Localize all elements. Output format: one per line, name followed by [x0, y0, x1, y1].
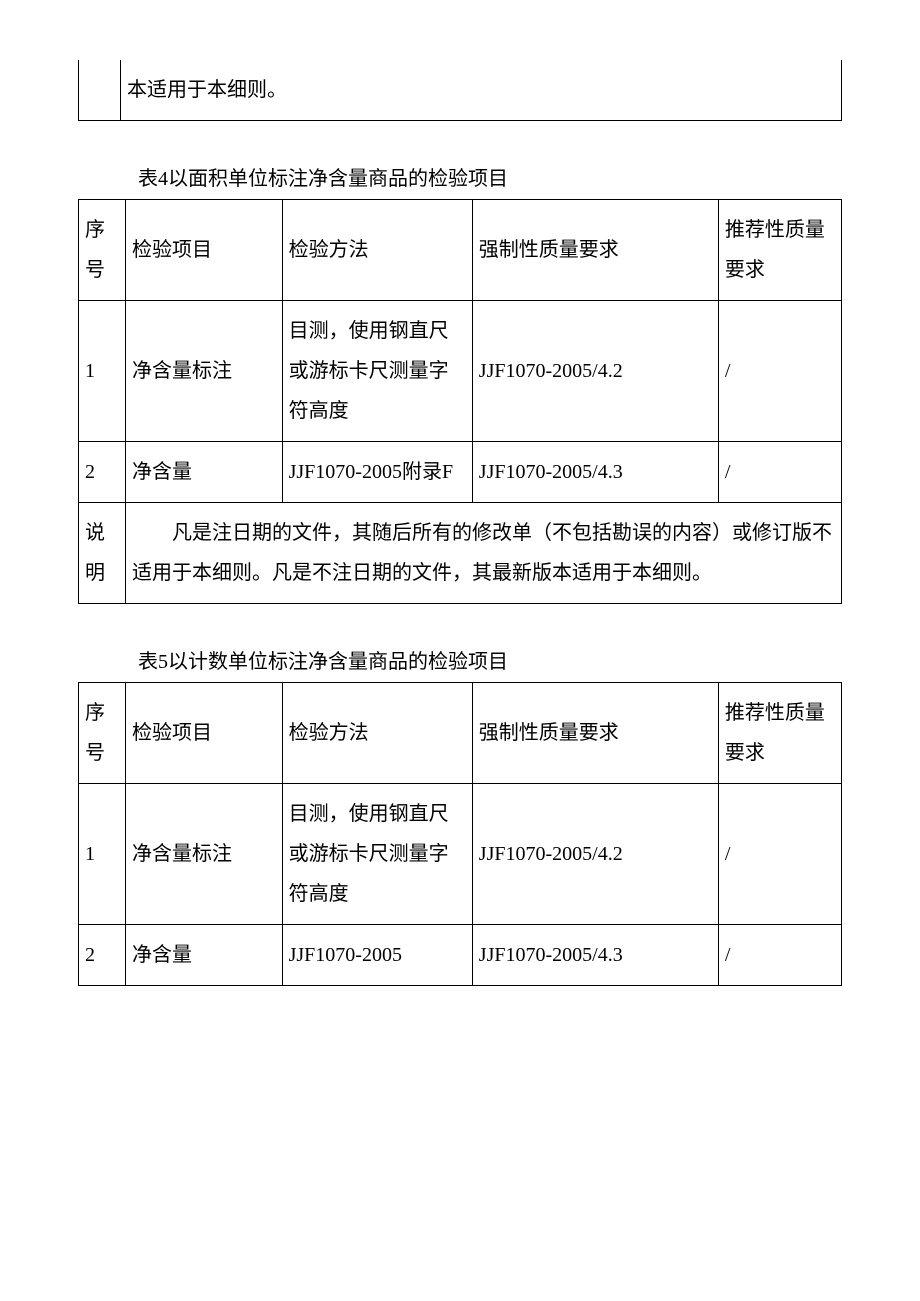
table5-header-seq: 序号: [79, 683, 126, 784]
table5-r1-item: 净含量标注: [125, 784, 282, 925]
table4-header-seq: 序号: [79, 200, 126, 301]
top-fragment-text-cell: 本适用于本细则。: [121, 60, 842, 121]
table5-r1-seq: 1: [79, 784, 126, 925]
table5-r1-recommended: /: [718, 784, 841, 925]
table5-r1-mandatory: JJF1070-2005/4.2: [472, 784, 718, 925]
table5-r2-method: JJF1070-2005: [282, 925, 472, 986]
table-row: 1 净含量标注 目测，使用钢直尺或游标卡尺测量字符高度 JJF1070-2005…: [79, 784, 842, 925]
table4-note-label: 说明: [79, 503, 126, 604]
table5-header-item: 检验项目: [125, 683, 282, 784]
table5-r2-item: 净含量: [125, 925, 282, 986]
table5-header-row: 序号 检验项目 检验方法 强制性质量要求 推荐性质量要求: [79, 683, 842, 784]
table5-header-method: 检验方法: [282, 683, 472, 784]
table5-caption: 表5以计数单位标注净含量商品的检验项目: [78, 642, 842, 682]
table4-r2-mandatory: JJF1070-2005/4.3: [472, 442, 718, 503]
table4-note-cell: 凡是注日期的文件，其随后所有的修改单（不包括勘误的内容）或修订版不适用于本细则。…: [125, 503, 841, 604]
table4-r1-seq: 1: [79, 301, 126, 442]
table4-r2-seq: 2: [79, 442, 126, 503]
table4-header-method: 检验方法: [282, 200, 472, 301]
table5-r2-mandatory: JJF1070-2005/4.3: [472, 925, 718, 986]
table-row: 2 净含量 JJF1070-2005 JJF1070-2005/4.3 /: [79, 925, 842, 986]
table5: 序号 检验项目 检验方法 强制性质量要求 推荐性质量要求 1 净含量标注 目测，…: [78, 682, 842, 986]
table4: 序号 检验项目 检验方法 强制性质量要求 推荐性质量要求 1 净含量标注 目测，…: [78, 199, 842, 604]
table5-r1-method: 目测，使用钢直尺或游标卡尺测量字符高度: [282, 784, 472, 925]
table4-caption: 表4以面积单位标注净含量商品的检验项目: [78, 159, 842, 199]
table4-r1-item: 净含量标注: [125, 301, 282, 442]
table5-r2-recommended: /: [718, 925, 841, 986]
table4-r1-recommended: /: [718, 301, 841, 442]
top-fragment-table: 本适用于本细则。: [78, 60, 842, 121]
table4-header-item: 检验项目: [125, 200, 282, 301]
top-fragment-text: 本适用于本细则。: [127, 79, 287, 101]
table4-note-text: 凡是注日期的文件，其随后所有的修改单（不包括勘误的内容）或修订版不适用于本细则。…: [132, 513, 835, 593]
table4-r2-method: JJF1070-2005附录F: [282, 442, 472, 503]
table4-header-row: 序号 检验项目 检验方法 强制性质量要求 推荐性质量要求: [79, 200, 842, 301]
table5-r2-seq: 2: [79, 925, 126, 986]
top-fragment-left-cell: [79, 60, 121, 121]
table4-header-mandatory: 强制性质量要求: [472, 200, 718, 301]
table4-r2-recommended: /: [718, 442, 841, 503]
table-row: 2 净含量 JJF1070-2005附录F JJF1070-2005/4.3 /: [79, 442, 842, 503]
table4-r2-item: 净含量: [125, 442, 282, 503]
table4-header-recommended: 推荐性质量要求: [718, 200, 841, 301]
table4-r1-method: 目测，使用钢直尺或游标卡尺测量字符高度: [282, 301, 472, 442]
table5-header-mandatory: 强制性质量要求: [472, 683, 718, 784]
document-page: 本适用于本细则。 表4以面积单位标注净含量商品的检验项目 序号 检验项目 检验方…: [0, 0, 920, 1086]
table4-note-row: 说明 凡是注日期的文件，其随后所有的修改单（不包括勘误的内容）或修订版不适用于本…: [79, 503, 842, 604]
table5-header-recommended: 推荐性质量要求: [718, 683, 841, 784]
table4-r1-mandatory: JJF1070-2005/4.2: [472, 301, 718, 442]
table-row: 1 净含量标注 目测，使用钢直尺或游标卡尺测量字符高度 JJF1070-2005…: [79, 301, 842, 442]
